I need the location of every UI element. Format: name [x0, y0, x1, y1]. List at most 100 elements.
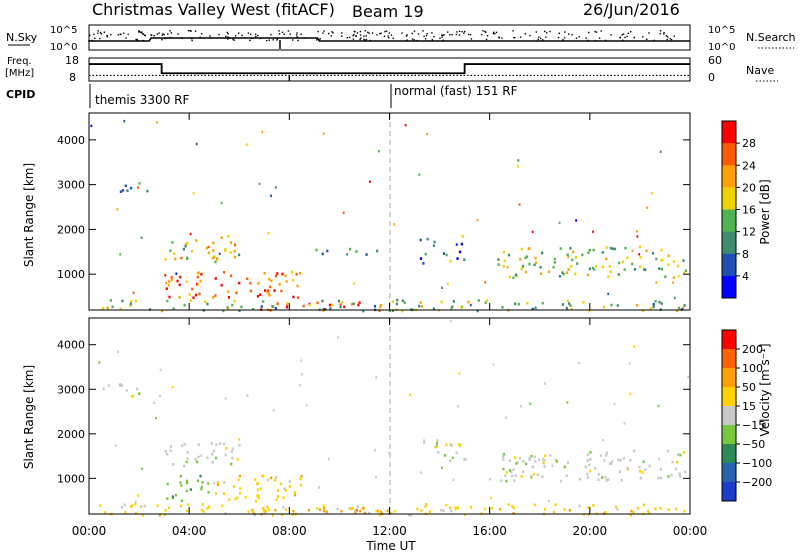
data-cell: [664, 275, 667, 279]
colorbar-swatch: [722, 143, 736, 166]
noise-search-point: [416, 39, 418, 42]
colorbar-tick-label: 28: [742, 137, 756, 150]
noise-search-point: [557, 36, 560, 39]
noise-search-point: [542, 39, 544, 41]
noise-search-point: [89, 34, 91, 36]
power-colorbar: 4 8 12 16 20 24 28: [721, 120, 756, 299]
data-cell: [502, 467, 505, 471]
data-cell: [186, 481, 189, 485]
data-cell: [280, 289, 283, 293]
data-cell: [276, 302, 279, 305]
noise-search-point: [227, 33, 229, 35]
data-cell: [450, 509, 453, 513]
sparse-cell: [272, 409, 275, 412]
data-cell: [166, 452, 169, 456]
data-cell: [104, 511, 107, 514]
sparse-cell: [107, 384, 110, 387]
data-cell: [540, 272, 543, 276]
data-cell: [667, 449, 670, 453]
data-cell: [562, 272, 565, 276]
noise-search-point: [226, 31, 228, 34]
sparse-cell: [300, 359, 303, 362]
noise-search-point: [341, 32, 343, 34]
noise-search-point: [164, 37, 166, 40]
data-cell: [543, 465, 546, 468]
sparse-cell: [258, 182, 261, 185]
data-cell: [395, 302, 399, 306]
data-cell: [239, 487, 242, 490]
data-cell: [597, 478, 600, 481]
noise-search-point: [119, 33, 121, 35]
noise-search-point: [209, 35, 211, 37]
noise-search-point: [441, 34, 443, 36]
data-cell: [284, 274, 287, 277]
data-cell: [189, 488, 192, 491]
data-cell: [99, 504, 102, 507]
data-cell: [257, 496, 260, 500]
data-cell: [622, 457, 625, 460]
sparse-cell: [457, 405, 459, 408]
noise-search-point: [659, 33, 661, 35]
data-cell: [126, 189, 129, 192]
data-cell: [199, 279, 202, 283]
data-cell: [603, 305, 606, 309]
data-cell: [323, 507, 326, 510]
data-cell: [353, 509, 356, 513]
data-cell: [358, 301, 361, 304]
data-cell: [509, 275, 512, 279]
data-cell: [610, 303, 613, 307]
noise-search-point: [666, 38, 668, 41]
data-cell: [207, 482, 210, 485]
colorbar-tick-label: −200: [742, 476, 772, 489]
data-cell: [390, 512, 393, 515]
noise-search-point: [659, 30, 662, 32]
data-cell: [524, 256, 527, 260]
data-cell: [497, 263, 500, 266]
sparse-cell: [207, 245, 210, 249]
data-cell: [239, 491, 242, 495]
noise-search-point: [564, 31, 566, 33]
data-cell: [636, 304, 639, 307]
data-cell: [257, 494, 260, 497]
data-cell: [238, 309, 241, 313]
data-cell: [211, 256, 214, 260]
noise-search-point: [388, 37, 390, 39]
noise-search-point: [161, 39, 163, 41]
data-cell: [124, 184, 127, 188]
noise-search-point: [278, 30, 280, 32]
noise-search-point: [142, 33, 145, 35]
data-cell: [199, 474, 202, 478]
data-cell: [425, 503, 428, 506]
noise-search-point: [426, 33, 428, 35]
sparse-cell: [246, 394, 249, 397]
data-cell: [380, 510, 383, 514]
data-cell: [249, 289, 252, 293]
data-cell: [292, 295, 295, 299]
data-cell: [586, 453, 590, 457]
sparse-cell: [543, 382, 546, 385]
noise-search-point: [467, 33, 470, 36]
data-cell: [253, 513, 256, 516]
data-cell: [637, 507, 640, 510]
noise-search-point: [228, 37, 231, 39]
data-cell: [207, 251, 210, 255]
data-cell: [517, 302, 520, 306]
data-cell: [340, 509, 343, 513]
data-cell: [510, 470, 513, 474]
y-tick-label: 1000: [57, 472, 85, 485]
data-cell: [534, 459, 537, 463]
data-cell: [432, 307, 435, 310]
data-cell: [388, 309, 391, 312]
noise-search-point: [297, 39, 299, 42]
data-cell: [618, 261, 621, 265]
data-cell: [214, 277, 217, 280]
data-cell: [655, 257, 658, 261]
data-cell: [376, 249, 379, 253]
data-cell: [469, 505, 473, 509]
data-cell: [508, 459, 511, 463]
data-cell: [263, 512, 266, 515]
data-cell: [230, 450, 233, 454]
noise-search-point: [390, 34, 393, 36]
data-cell: [396, 298, 399, 302]
noise-search-point: [210, 37, 212, 39]
